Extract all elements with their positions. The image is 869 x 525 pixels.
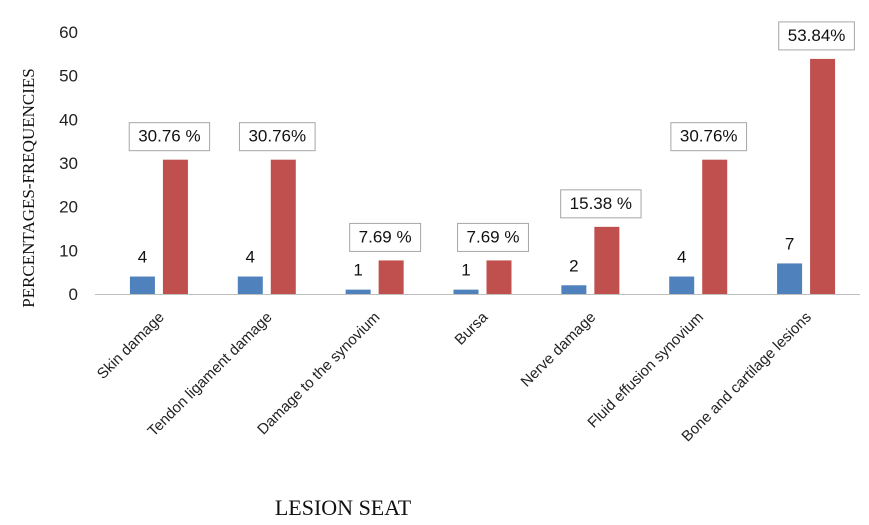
percentage-data-label: 15.38 % [560, 189, 642, 219]
category-label: Damage to the synovium [254, 309, 383, 438]
bar-count [453, 289, 479, 294]
category-label: Nerve damage [518, 309, 600, 391]
y-tick-label: 30 [59, 154, 78, 173]
percentage-data-label: 53.84% [778, 21, 855, 51]
bar-count [345, 289, 371, 294]
percentage-label-text: 30.76 % [138, 127, 200, 146]
bar-count [669, 276, 695, 294]
percentage-label-text: 30.76% [248, 127, 306, 146]
bar-percentage [486, 260, 512, 294]
category-label: Bursa [452, 308, 492, 348]
bar-count [129, 276, 155, 294]
y-tick-label: 20 [59, 198, 78, 217]
percentage-label-box [128, 122, 211, 152]
percentage-label-text: 30.76% [680, 127, 738, 146]
percentage-label-text: 7.69 % [467, 227, 520, 246]
count-data-label: 4 [138, 248, 147, 267]
bars [129, 58, 836, 294]
percentage-label-box [560, 189, 642, 219]
percentage-data-label: 30.76 % [128, 122, 211, 152]
count-data-label: 2 [569, 256, 578, 275]
bar-percentage [270, 159, 296, 294]
bar-count [561, 285, 587, 294]
percentage-label-box [778, 21, 855, 51]
bar-percentage [162, 159, 188, 294]
bar-percentage [594, 226, 620, 294]
count-data-label: 4 [246, 248, 255, 267]
y-tick-label: 40 [59, 110, 78, 129]
y-tick-label: 0 [69, 285, 78, 304]
percentage-label-text: 7.69 % [359, 227, 412, 246]
bar-percentage [378, 260, 404, 294]
percentage-label-text: 15.38 % [570, 194, 632, 213]
percentage-data-label: 7.69 % [349, 222, 422, 252]
bar-percentage [702, 159, 728, 294]
percentage-label-box [238, 122, 316, 152]
percentage-label-text: 53.84% [788, 26, 846, 45]
count-data-label: 7 [785, 234, 794, 253]
y-axis-ticks: 0 10 20 30 40 50 60 [59, 23, 78, 304]
category-label: Bone and cartilage lesions [678, 309, 814, 445]
category-label: Tendon ligament damage [144, 309, 275, 440]
percentage-label-box [349, 222, 422, 252]
percentage-data-label: 30.76% [238, 122, 316, 152]
data-labels: 4 30.76 % 4 30.76% 1 7.69 % 1 7.69 % 2 15.38 % 4 30… [128, 21, 855, 280]
count-data-label: 4 [677, 248, 686, 267]
bar-count [237, 276, 263, 294]
y-tick-label: 10 [59, 241, 78, 260]
category-label: Skin damage [94, 309, 168, 383]
percentage-label-box [670, 122, 748, 152]
y-axis-title: PERCENTAGES-FREQUENCIES [19, 68, 38, 308]
x-axis-title: LESION SEAT [275, 495, 412, 520]
category-label: Fluid effusion synovium [584, 309, 707, 432]
percentage-data-label: 30.76% [670, 122, 748, 152]
y-tick-label: 50 [59, 67, 78, 86]
percentage-label-box [457, 222, 529, 252]
bar-count [777, 263, 803, 294]
bar-percentage [810, 58, 836, 294]
percentage-data-label: 7.69 % [457, 222, 529, 252]
count-data-label: 1 [461, 261, 470, 280]
y-tick-label: 60 [59, 23, 78, 42]
count-data-label: 1 [353, 261, 362, 280]
